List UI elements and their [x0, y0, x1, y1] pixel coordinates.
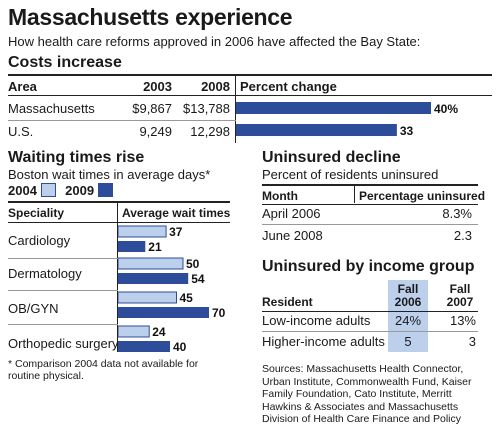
wait-bar-2004 [118, 291, 177, 304]
income-col-fall2006: Fall 2006 [388, 283, 428, 309]
wait-bar-2009 [118, 273, 189, 284]
legend-2009-swatch [97, 183, 113, 197]
income-title: Uninsured by income group [262, 258, 475, 275]
costs-bar [236, 102, 431, 114]
wait-bar-2009-label: 54 [191, 272, 205, 286]
uninsured-row-value: 2.3 [453, 228, 472, 243]
wait-bar-2009 [118, 341, 170, 352]
waiting-row-label: Orthopedic surgery [8, 336, 119, 351]
uninsured-top-rule [262, 184, 478, 186]
waiting-col-average: Average wait times [122, 206, 231, 220]
uninsured-col-percent: Percentage uninsured [359, 189, 486, 203]
costs-row-2003: $9,867 [132, 101, 172, 116]
income-col-fall2007: Fall 2007 [440, 283, 480, 309]
wait-bar-2004 [118, 225, 167, 238]
waiting-row-label: Dermatology [8, 266, 82, 281]
uninsured-row-month: June 2008 [262, 228, 323, 243]
waiting-footnote: * Comparison 2004 data not available for… [8, 358, 199, 382]
waiting-row-rule [8, 290, 118, 291]
income-col-fall2006-line2: 2006 [394, 295, 422, 309]
income-row-fall2007: 13% [449, 313, 476, 328]
costs-bar-chart: 40% 33 [236, 102, 458, 138]
income-row-rule [262, 331, 478, 332]
income-col-fall2007-line1: Fall [449, 282, 471, 296]
waiting-col-specialty: Speciality [8, 206, 65, 220]
costs-col-percent-change: Percent change [240, 79, 337, 94]
costs-title: Costs increase [8, 54, 122, 71]
waiting-row-rule [8, 258, 118, 259]
uninsured-header-rule [262, 204, 478, 205]
costs-row-area: Massachusetts [8, 101, 95, 116]
uninsured-row-month: April 2006 [262, 206, 321, 221]
uninsured-title: Uninsured decline [262, 149, 401, 166]
income-row-fall2007: 3 [468, 334, 476, 349]
waiting-divider [117, 202, 118, 352]
wait-bar-2004-label: 37 [169, 225, 183, 239]
costs-row-area: U.S. [8, 124, 34, 139]
costs-row-2003: 9,249 [139, 124, 172, 139]
costs-top-rule [8, 74, 492, 76]
waiting-subtitle: Boston wait times in average days* [8, 167, 211, 182]
waiting-header-rule [8, 222, 230, 223]
income-col-fall2007-line2: 2007 [446, 295, 474, 309]
legend-2004-label: 2004 [8, 183, 37, 198]
costs-bar-label: 40% [434, 102, 458, 116]
wait-bar-2004-label: 50 [186, 257, 200, 271]
income-row-fall2006: 24% [394, 313, 422, 328]
wait-bar-2009-label: 70 [212, 306, 226, 320]
waiting-row-rule [8, 324, 118, 325]
income-fall2006-highlight [388, 280, 428, 352]
waiting-row-label: Cardiology [8, 233, 71, 248]
wait-bar-2004 [118, 257, 184, 270]
wait-bar-2009 [118, 241, 146, 252]
sources-note: Sources: Massachusetts Health Connector,… [262, 363, 472, 425]
wait-bar-2004-label: 24 [152, 325, 166, 339]
uninsured-divider [354, 185, 355, 203]
income-row-resident: Higher-income adults [262, 334, 385, 349]
wait-bar-2004-label: 45 [180, 291, 194, 305]
waiting-legend: 2004 2009 [8, 183, 113, 198]
waiting-title: Waiting times rise [8, 149, 145, 166]
costs-divider [235, 75, 236, 143]
income-header-rule [262, 311, 478, 312]
costs-col-area: Area [8, 79, 37, 94]
wait-bar-2009-label: 21 [148, 240, 162, 254]
income-row-fall2006: 5 [404, 334, 412, 349]
uninsured-subtitle: Percent of residents uninsured [262, 167, 439, 182]
waiting-top-rule [8, 201, 230, 203]
uninsured-col-month: Month [262, 189, 298, 203]
page-subtitle: How health care reforms approved in 2006… [8, 34, 421, 49]
wait-bar-2009-label: 40 [173, 340, 187, 354]
uninsured-row-rule [262, 224, 478, 225]
income-col-resident: Resident [262, 295, 313, 309]
wait-bar-2004 [118, 325, 150, 338]
costs-col-2008: 2008 [201, 79, 230, 94]
legend-2004-swatch [40, 183, 56, 197]
uninsured-row-value: 8.3% [442, 206, 472, 221]
costs-bar-label: 33 [400, 124, 414, 138]
page-title: Massachusetts experience [8, 4, 293, 30]
costs-row-rule [8, 120, 236, 121]
legend-2009-label: 2009 [65, 183, 95, 198]
costs-header-rule [8, 95, 492, 96]
income-row-resident: Low-income adults [262, 313, 371, 328]
costs-row-2008: $13,788 [183, 101, 230, 116]
costs-bar [236, 124, 397, 136]
costs-row-2008: 12,298 [190, 124, 230, 139]
waiting-row-label: OB/GYN [8, 301, 59, 316]
wait-bar-2009 [118, 307, 209, 318]
costs-col-2003: 2003 [143, 79, 172, 94]
income-col-fall2006-line1: Fall [397, 282, 419, 296]
